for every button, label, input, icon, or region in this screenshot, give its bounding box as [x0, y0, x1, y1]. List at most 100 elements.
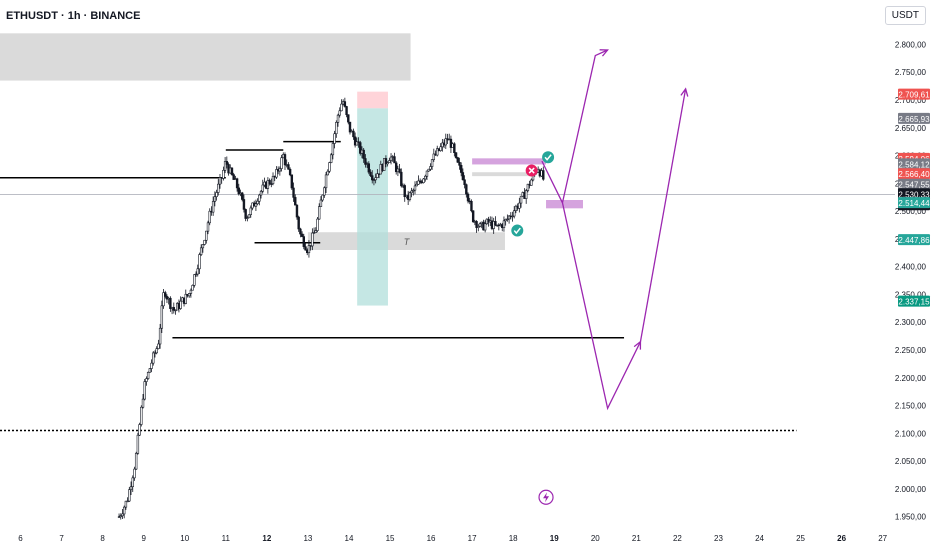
candle-body: [506, 218, 509, 221]
candle-body: [302, 236, 306, 247]
candle-body: [172, 307, 175, 311]
candle-body: [201, 244, 205, 249]
price-label-text: 2.514,44: [898, 199, 930, 208]
candle-body: [133, 468, 136, 479]
price-label-tag: [898, 88, 930, 100]
supply-zone: [0, 33, 411, 81]
candle-body: [425, 170, 429, 177]
candle-body: [148, 368, 152, 373]
y-tick-label: 2.800,00: [895, 40, 927, 49]
check-icon: [511, 224, 524, 237]
currency-button[interactable]: USDT: [884, 6, 926, 25]
x-tick-label: 13: [303, 534, 312, 543]
candle-body: [471, 210, 475, 223]
candle-body: [449, 138, 453, 148]
candle-body: [198, 254, 201, 270]
candle-body: [318, 206, 321, 220]
candle-body: [418, 180, 422, 183]
x-tick-label: 16: [427, 534, 436, 543]
markers-layer: [511, 151, 555, 505]
x-tick-label: 8: [100, 534, 105, 543]
zone-label: T: [404, 237, 411, 247]
marker-zone: [472, 172, 530, 177]
candle-body: [323, 187, 326, 196]
candle-body: [456, 157, 459, 163]
candle-body: [193, 274, 196, 286]
levels-layer: [0, 140, 895, 432]
x-tick-label: 6: [18, 534, 23, 543]
candle-body: [249, 207, 252, 215]
projection-path: [639, 88, 687, 342]
projection-path: [561, 49, 608, 203]
order_block-zone: [472, 158, 547, 165]
x-tick-label: 24: [755, 534, 764, 543]
candle-body: [353, 136, 357, 146]
candle-body: [223, 161, 227, 171]
candle-body: [191, 285, 194, 291]
x-tick-label: 25: [796, 534, 805, 543]
y-tick-label: 1.950,00: [895, 513, 927, 522]
candle-body: [424, 175, 427, 180]
candle-body: [326, 170, 329, 176]
candle-body: [331, 143, 335, 156]
candle-body: [230, 167, 234, 175]
x-tick-label: 18: [509, 534, 518, 543]
candle-body: [340, 103, 343, 112]
candle-body: [530, 179, 533, 186]
candle-body: [316, 218, 319, 231]
candle-body: [478, 223, 482, 227]
candle-body: [364, 158, 367, 165]
candle-body: [217, 183, 220, 193]
candle-body: [266, 180, 270, 189]
candle-body: [184, 293, 187, 304]
candle-body: [470, 201, 473, 212]
candle-body: [275, 169, 278, 178]
y-tick-label: 2.500,00: [895, 207, 927, 216]
candle-body: [519, 195, 523, 204]
price-label-tag: [898, 197, 930, 209]
candle-body: [312, 232, 316, 234]
candle-body: [271, 175, 275, 185]
candle-body: [465, 184, 468, 195]
candle-body: [153, 352, 157, 354]
x-axis: 6 7 8 9 10 11 12 13 14 15 16 17 18 19 20 21 22 23 24 25 26 27: [18, 534, 887, 543]
candle-body: [213, 196, 217, 202]
price-label-text: 2.447,86: [898, 236, 930, 245]
candle-body: [338, 110, 341, 116]
candle-body: [439, 146, 442, 151]
candle-body: [196, 268, 199, 275]
candle-body: [429, 166, 432, 170]
candle-body: [165, 296, 169, 300]
candle-body: [333, 133, 336, 144]
candle-body: [321, 194, 324, 201]
candle-body: [513, 210, 516, 217]
candle-body: [410, 190, 413, 194]
cross-icon-glyph: [528, 167, 535, 174]
candle-body: [355, 141, 359, 146]
candle-body: [268, 180, 271, 185]
y-tick-label: 2.200,00: [895, 374, 927, 383]
candle-body: [128, 489, 131, 502]
candle-body: [122, 506, 126, 515]
x-tick-label: 12: [262, 534, 271, 543]
x-tick-label: 27: [878, 534, 887, 543]
y-axis: 1.950,00 2.000,00 2.050,00 2.100,00 2.150,00…: [895, 40, 927, 521]
y-tick-label: 2.000,00: [895, 485, 927, 494]
candle-body: [294, 197, 297, 206]
candle-body: [117, 516, 121, 518]
x-tick-label: 22: [673, 534, 682, 543]
x-tick-label: 14: [345, 534, 354, 543]
y-tick-label: 2.650,00: [895, 124, 927, 133]
candle-body: [232, 174, 235, 180]
check-icon-glyph: [513, 227, 521, 235]
candle-body: [194, 273, 198, 276]
candle-body: [324, 174, 328, 189]
candle-body: [347, 114, 350, 123]
x-tick-label: 9: [141, 534, 146, 543]
candle-body: [436, 148, 439, 156]
candle-body: [345, 106, 348, 115]
candle-body: [129, 486, 133, 490]
candle-body: [371, 175, 374, 181]
candle-body: [140, 406, 143, 425]
